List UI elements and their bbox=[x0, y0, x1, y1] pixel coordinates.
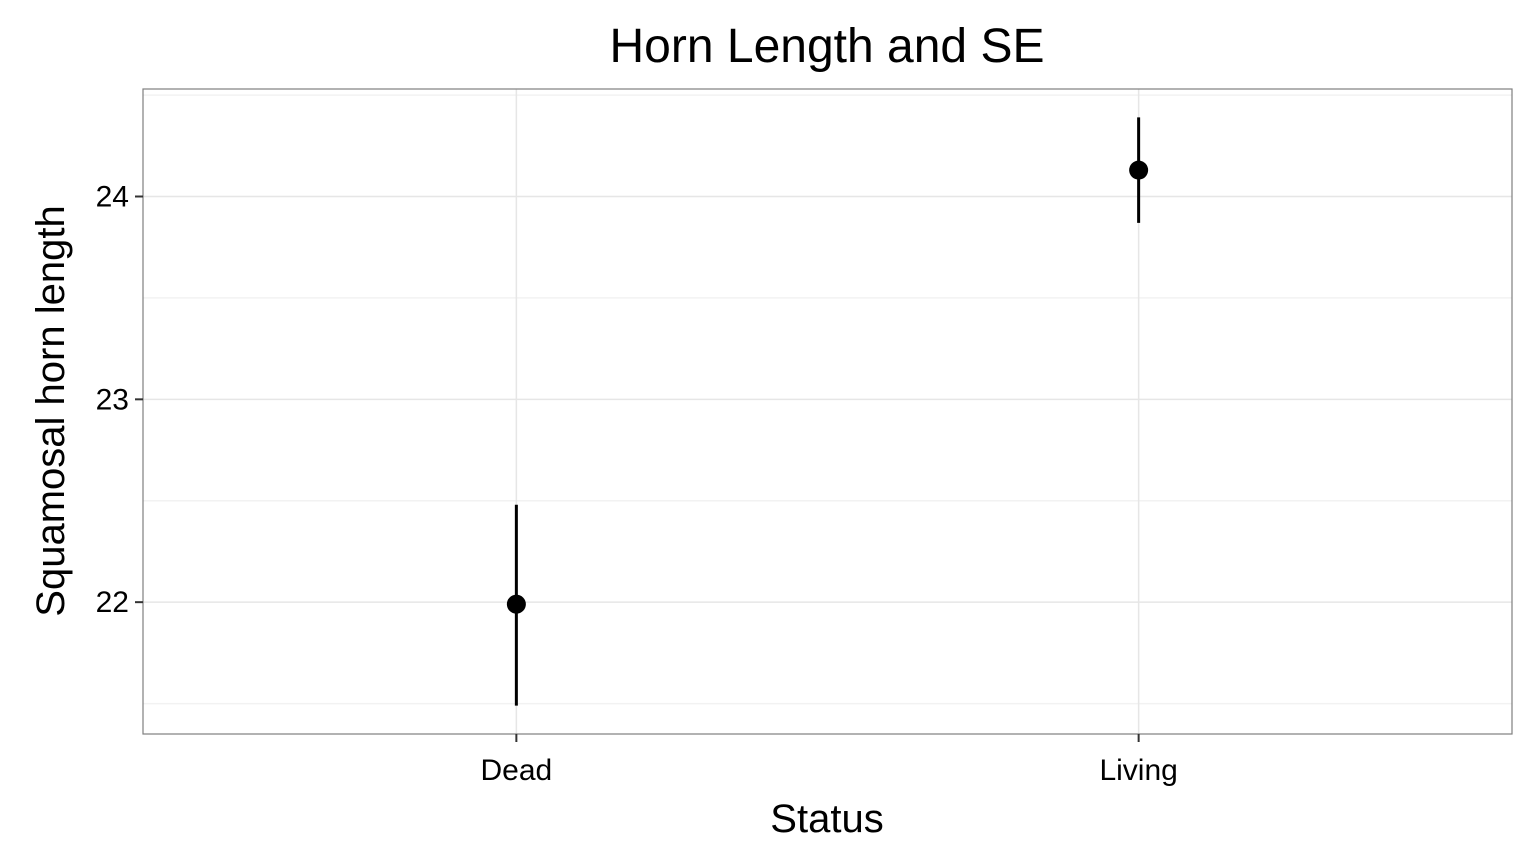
chart-title: Horn Length and SE bbox=[610, 20, 1045, 73]
x-tick-label-dead: Dead bbox=[481, 754, 553, 787]
y-tick-label: 22 bbox=[96, 586, 129, 619]
axis-ticks bbox=[135, 195, 1140, 742]
error-bars bbox=[514, 117, 1141, 706]
y-tick-label: 23 bbox=[96, 383, 129, 416]
data-points bbox=[506, 160, 1149, 614]
y-tick-label: 24 bbox=[96, 181, 129, 214]
y-axis-title: Squamosal horn length bbox=[29, 205, 73, 616]
data-point-dead bbox=[506, 594, 526, 614]
tick-labels: 22 23 24 Dead Living bbox=[96, 181, 1178, 788]
data-point-living bbox=[1129, 160, 1149, 180]
plot-panel-border bbox=[142, 88, 1513, 735]
grid-lines bbox=[143, 89, 1512, 734]
x-tick-label-living: Living bbox=[1099, 754, 1177, 787]
x-axis-title: Status bbox=[770, 797, 883, 841]
